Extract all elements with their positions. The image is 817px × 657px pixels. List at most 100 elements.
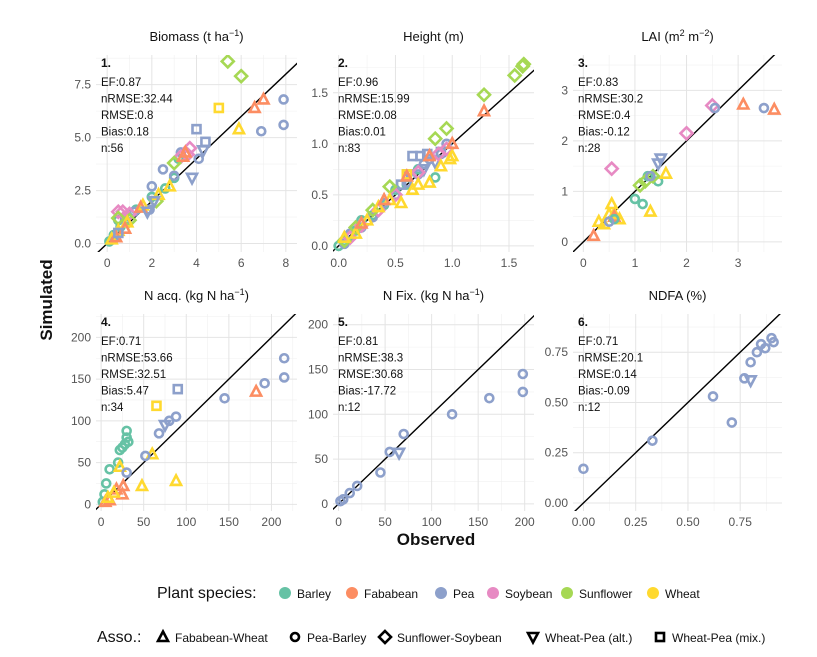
y-tick-label: 100	[308, 407, 328, 421]
y-tick-label: 0.00	[545, 496, 569, 510]
legend-shape	[654, 631, 666, 643]
stat-label: n:12	[578, 402, 600, 414]
data-point	[231, 120, 247, 135]
data-point	[278, 94, 289, 105]
x-tick-label: 2	[683, 256, 690, 270]
x-tick-label: 150	[468, 515, 488, 529]
x-tick-label: 8	[282, 256, 289, 270]
panel-title: LAI (m2 m−2)	[641, 28, 713, 44]
stat-label: EF:0.71	[101, 336, 141, 348]
x-tick-label: 3	[735, 256, 742, 270]
data-point	[168, 170, 180, 182]
data-point	[608, 213, 620, 225]
stat-label: nRMSE:15.99	[338, 94, 410, 106]
data-point	[429, 172, 441, 183]
points	[578, 332, 779, 475]
stat-label: EF:0.83	[578, 77, 618, 89]
panel-number: 5.	[338, 315, 348, 329]
data-point	[387, 187, 404, 203]
data-point	[678, 125, 695, 142]
points	[97, 352, 290, 508]
data-point	[376, 191, 392, 206]
legend-shape	[155, 628, 171, 643]
y-tick-label: 150	[308, 363, 328, 377]
y-tick-label: 5.0	[74, 131, 91, 145]
data-point	[707, 391, 719, 402]
points	[104, 55, 289, 247]
x-tick-label: 200	[261, 515, 281, 529]
panel-5: 0 50 100 150 200 0 50 100 150 200 N Fix. (kg N ha−…	[308, 287, 535, 529]
data-point	[398, 428, 410, 440]
data-point	[384, 446, 396, 458]
data-point	[371, 198, 386, 213]
stat-label: RMSE:32.51	[101, 369, 166, 381]
data-point	[603, 160, 620, 177]
legend-association: Asso.: Fababean-Wheat Pea-Barley Sunflower-…	[97, 628, 765, 646]
panel-number: 6.	[578, 315, 588, 329]
stat-label: RMSE:0.14	[578, 369, 637, 381]
data-point	[506, 67, 523, 84]
data-point	[351, 480, 363, 492]
panel-number: 4.	[101, 315, 111, 329]
legend-label: Wheat-Pea (mix.)	[672, 631, 765, 645]
x-tick-label: 50	[378, 515, 392, 529]
panel-3: 0 1 2 3 0 1 2 3 LAI (m2 m−2) 3. EF:0.83 nRMSE:30.2 R…	[561, 28, 782, 270]
x-tick-label: 1.5	[501, 256, 518, 270]
x-tick-label: 0	[104, 256, 111, 270]
data-point	[578, 463, 589, 475]
data-point	[146, 181, 158, 192]
legend-shape	[377, 629, 393, 645]
legend-label: Soybean	[505, 587, 552, 601]
data-point	[168, 472, 184, 487]
data-point	[632, 177, 648, 194]
data-point	[347, 219, 364, 236]
data-point	[438, 120, 455, 137]
stat-label: EF:0.81	[338, 336, 378, 348]
data-point	[647, 435, 658, 446]
legend-label: Pea-Barley	[307, 631, 366, 645]
data-point	[354, 215, 369, 229]
y-tick-label: 7.5	[74, 78, 91, 92]
panel-2: 0.0 0.5 1.0 1.5 0.0 0.5 1.0 1.5 Height (m) 2. EF:0…	[311, 29, 534, 270]
panel-title: Biomass (t ha−1)	[149, 28, 243, 44]
y-tick-label: 0	[84, 497, 91, 511]
data-point	[604, 195, 619, 210]
data-point	[517, 386, 529, 398]
y-tick-label: 1	[561, 184, 568, 198]
data-point	[411, 176, 426, 190]
stat-label: n:28	[578, 143, 600, 155]
stat-label: RMSE:0.08	[338, 110, 397, 122]
data-point	[178, 144, 193, 158]
data-point	[140, 450, 151, 462]
stat-label: RMSE:0.8	[101, 110, 153, 122]
data-point	[278, 372, 290, 383]
data-point	[645, 168, 661, 185]
panel-title: N Fix. (kg N ha−1)	[383, 287, 484, 303]
stat-label: nRMSE:53.66	[101, 353, 173, 365]
data-point	[116, 477, 131, 492]
data-point	[200, 136, 211, 148]
y-tick-label: 0.5	[311, 188, 328, 202]
y-tick-label: 50	[315, 452, 329, 466]
x-tick-label: 6	[238, 256, 245, 270]
data-point	[514, 58, 531, 75]
y-tick-label: 100	[71, 414, 91, 428]
data-point	[591, 213, 606, 227]
data-point	[476, 86, 492, 103]
y-tick-label: 0.0	[74, 237, 91, 251]
data-point	[364, 202, 381, 218]
y-tick-label: 3	[561, 83, 568, 97]
data-point	[586, 227, 601, 242]
legend-association-title: Asso.:	[97, 629, 141, 646]
legend-shape	[289, 631, 301, 643]
data-point	[151, 400, 162, 412]
stat-label: Bias:-0.09	[578, 386, 630, 398]
panel-title: N acq. (kg N ha−1)	[144, 287, 249, 303]
x-tick-label: 150	[219, 515, 239, 529]
data-point	[739, 373, 750, 384]
legend-label: Pea	[453, 587, 475, 601]
data-point	[191, 123, 202, 135]
data-point	[645, 170, 656, 182]
legend-label: Wheat-Pea (alt.)	[545, 631, 632, 645]
